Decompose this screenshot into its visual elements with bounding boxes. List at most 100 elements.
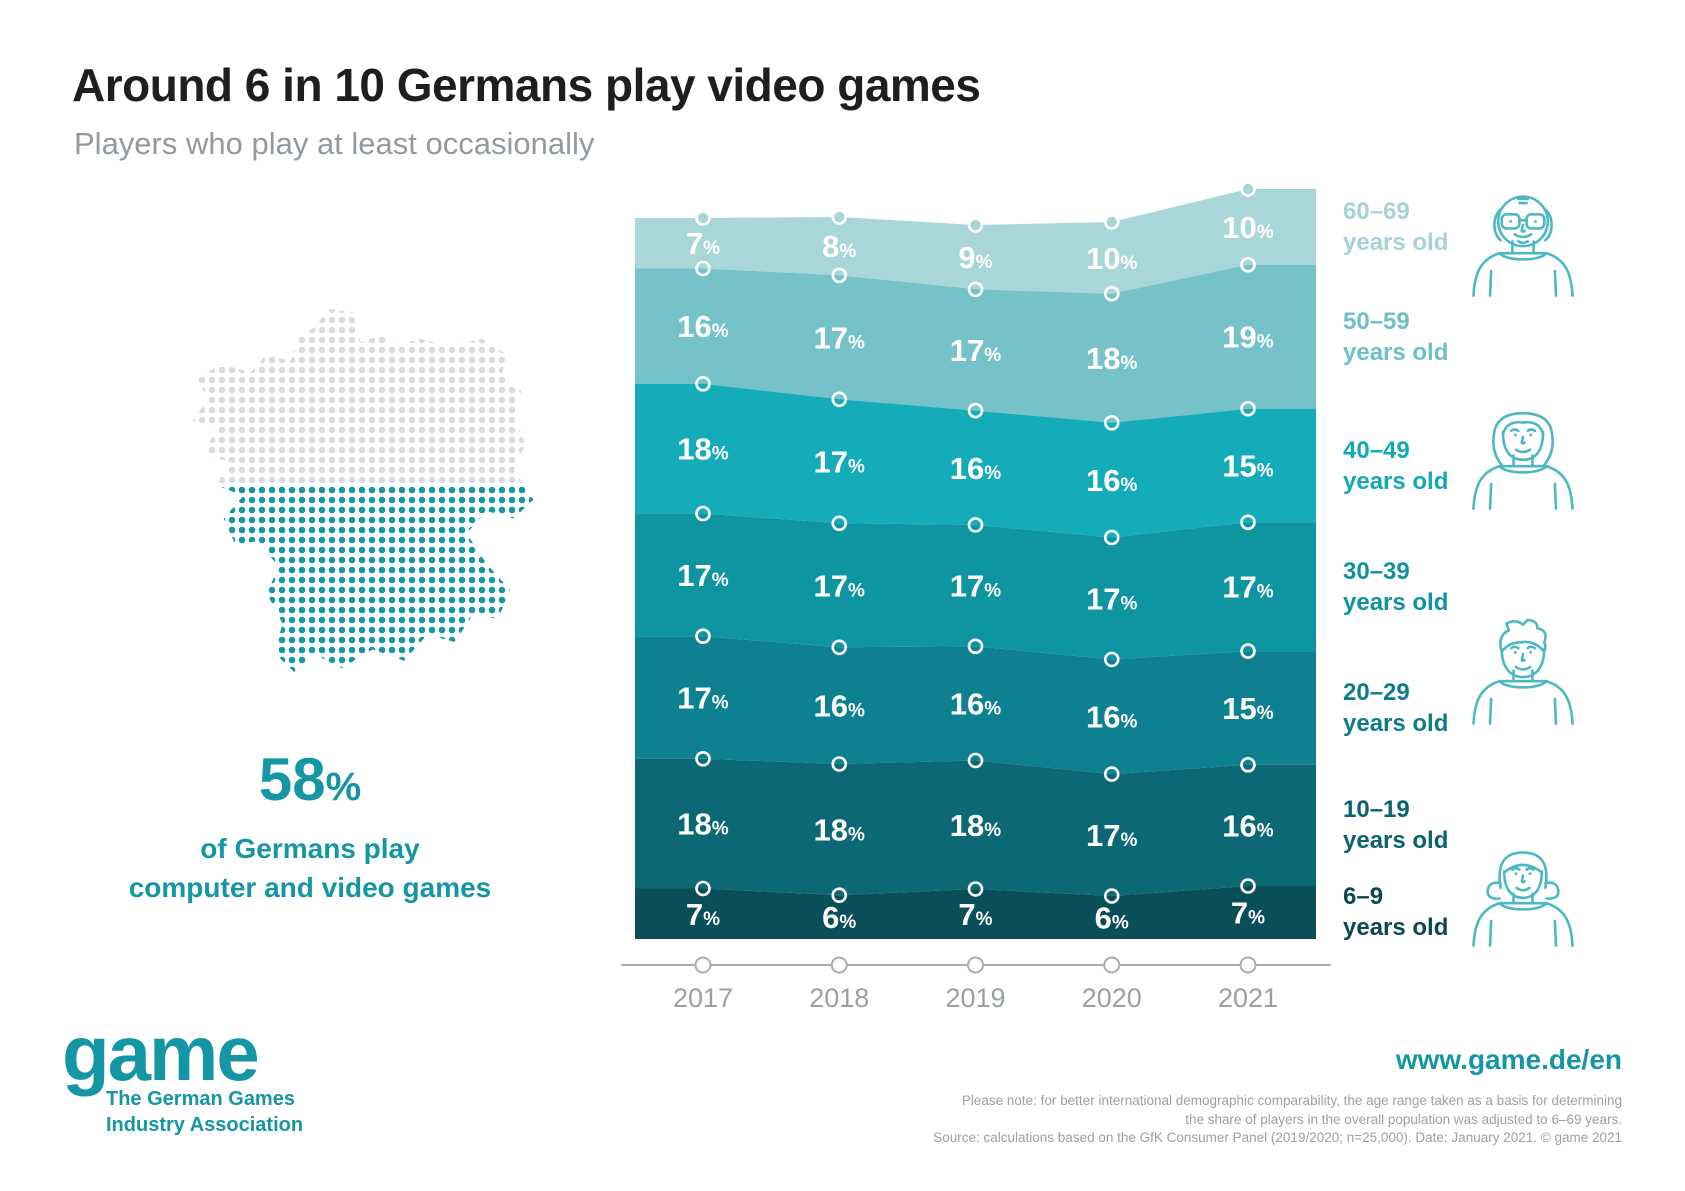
young-man-icon xyxy=(1472,618,1574,725)
area-band-60–69 xyxy=(635,189,1316,294)
axis-year-marker xyxy=(830,956,848,974)
data-point-marker xyxy=(831,209,848,225)
footnote-line2: the share of players in the overall popu… xyxy=(1185,1111,1622,1127)
band-value-label: 17% xyxy=(814,320,865,355)
data-point-marker xyxy=(695,880,711,897)
data-point-marker xyxy=(1103,529,1120,546)
data-point-marker xyxy=(1103,651,1120,668)
data-point-marker xyxy=(967,517,984,533)
band-value-label: 17% xyxy=(677,558,728,593)
legend-item-50-59: 50–59 years old xyxy=(1343,306,1483,368)
data-point-marker xyxy=(967,217,984,233)
band-value-label: 17% xyxy=(1222,570,1273,605)
legend-age-suffix: years old xyxy=(1343,339,1449,366)
data-point-marker xyxy=(695,260,711,277)
data-point-marker xyxy=(1240,181,1256,197)
band-value-label: 18% xyxy=(1086,341,1137,376)
legend-age-range: 50–59 xyxy=(1343,308,1410,335)
data-point-marker xyxy=(831,391,848,408)
data-point-marker xyxy=(831,267,848,284)
data-point-marker xyxy=(1103,766,1120,782)
data-point-marker xyxy=(831,639,848,656)
woman-icon xyxy=(1472,411,1574,510)
band-value-label: 16% xyxy=(1086,700,1137,735)
band-value-label: 16% xyxy=(677,309,728,344)
area-band-30–39 xyxy=(635,513,1316,660)
band-value-label: 7% xyxy=(686,226,720,261)
stat-block: 58% of Germans play computer and video g… xyxy=(60,750,560,907)
axis-year-marker xyxy=(1239,956,1257,974)
data-point-marker xyxy=(695,210,711,226)
band-value-label: 17% xyxy=(950,569,1001,604)
data-point-marker xyxy=(1240,643,1256,659)
axis-year-label: 2017 xyxy=(673,983,733,1013)
data-point-marker xyxy=(967,881,984,897)
band-value-label: 17% xyxy=(950,333,1001,368)
stat-caption-line2: computer and video games xyxy=(128,872,492,903)
legend-age-suffix: years old xyxy=(1343,589,1449,616)
legend-age-suffix: years old xyxy=(1343,914,1449,941)
game-logo: game xyxy=(62,1009,260,1097)
legend-age-range: 10–19 xyxy=(1343,796,1410,823)
axis-year-marker xyxy=(1103,956,1121,974)
band-value-label: 10% xyxy=(1222,210,1273,245)
data-point-marker xyxy=(695,505,711,522)
area-band-10–19 xyxy=(635,758,1316,896)
area-band-50–59 xyxy=(635,264,1316,423)
logo-tagline-line2: Industry Association xyxy=(106,1114,304,1136)
footnote: Please note: for better international de… xyxy=(933,1092,1622,1148)
data-point-marker xyxy=(1103,414,1120,431)
band-value-label: 15% xyxy=(1222,449,1273,484)
band-value-label: 8% xyxy=(822,229,856,264)
legend-item-60-69: 60–69 years old xyxy=(1343,196,1483,258)
legend-age-suffix: years old xyxy=(1343,229,1449,256)
data-point-marker xyxy=(967,752,984,769)
legend-item-6-9: 6–9 years old xyxy=(1343,881,1483,943)
stat-caption: of Germans play computer and video games xyxy=(60,829,560,907)
logo-tagline: The German Games Industry Association xyxy=(106,1086,303,1138)
axis-year-label: 2018 xyxy=(809,983,869,1013)
legend-item-30-39: 30–39 years old xyxy=(1343,556,1483,618)
band-value-label: 16% xyxy=(814,689,865,724)
legend-age-range: 20–29 xyxy=(1343,679,1410,706)
band-value-label: 7% xyxy=(958,897,992,932)
band-value-label: 15% xyxy=(1222,691,1273,726)
legend-age-range: 30–39 xyxy=(1343,558,1410,585)
germany-dot-map xyxy=(192,308,534,673)
band-value-label: 16% xyxy=(1086,463,1137,498)
legend-age-range: 6–9 xyxy=(1343,883,1384,910)
legend-age-suffix: years old xyxy=(1343,468,1449,495)
data-point-marker xyxy=(1240,256,1256,273)
area-band-6–9 xyxy=(635,886,1316,939)
legend-age-range: 60–69 xyxy=(1343,198,1410,225)
band-value-label: 17% xyxy=(1086,818,1137,853)
axis-year-label: 2021 xyxy=(1218,983,1278,1013)
axis-year-marker xyxy=(967,956,984,974)
stat-caption-line1: of Germans play xyxy=(200,833,420,864)
data-point-marker xyxy=(1240,514,1256,531)
senior-man-icon xyxy=(1472,195,1574,297)
footnote-line1: Please note: for better international de… xyxy=(961,1093,1622,1108)
logo-tagline-line1: The German Games xyxy=(106,1088,295,1110)
data-point-marker xyxy=(831,756,848,772)
data-point-marker xyxy=(967,638,984,655)
stat-value-unit: % xyxy=(325,765,362,809)
band-value-label: 6% xyxy=(1095,901,1129,936)
website-link[interactable]: www.game.de/en xyxy=(1395,1044,1622,1075)
page-subtitle: Players who play at least occasionally xyxy=(74,126,595,161)
data-point-marker xyxy=(1240,400,1256,417)
data-point-marker xyxy=(1103,214,1120,230)
legend-age-suffix: years old xyxy=(1343,827,1449,854)
band-value-label: 7% xyxy=(1231,896,1265,931)
data-point-marker xyxy=(967,402,984,419)
band-value-label: 9% xyxy=(958,240,992,275)
band-value-label: 18% xyxy=(677,807,728,842)
band-value-label: 17% xyxy=(814,568,865,603)
band-value-label: 16% xyxy=(950,686,1001,721)
band-value-label: 16% xyxy=(950,451,1001,486)
page-title: Around 6 in 10 Germans play video games xyxy=(72,59,981,111)
data-point-marker xyxy=(1240,756,1256,773)
band-value-label: 6% xyxy=(822,900,856,935)
legend-age-range: 40–49 xyxy=(1343,437,1410,464)
